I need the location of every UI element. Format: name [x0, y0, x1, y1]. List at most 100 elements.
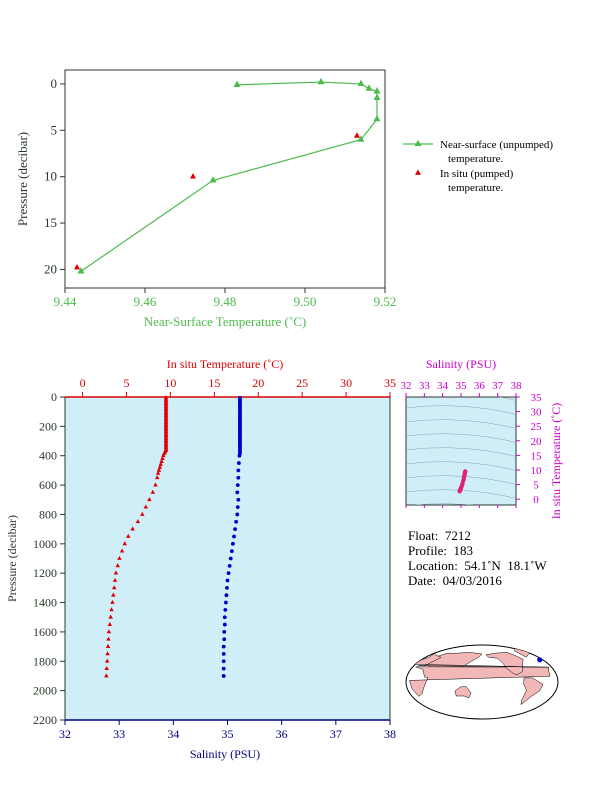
y-tick-label: 20	[44, 261, 57, 276]
salinity-point	[235, 483, 240, 487]
bottom-tick-label: 33	[113, 727, 125, 741]
temperature-point	[140, 511, 145, 516]
legend-marker-in-situ	[415, 169, 421, 175]
x-axis-label: Near-Surface Temperature (˚C)	[144, 314, 306, 329]
profile-chart: 0200400600800100012001400160018002000220…	[5, 357, 396, 761]
ts-x-tick-label: 36	[474, 380, 486, 392]
x-tick-label: 9.44	[54, 294, 77, 309]
salinity-point	[224, 593, 229, 598]
temperature-point	[104, 673, 109, 678]
y-tick-label: 400	[39, 449, 57, 463]
y-tick-label: 1200	[33, 566, 57, 580]
temperature-point	[147, 497, 152, 502]
salinity-point	[225, 578, 230, 583]
y-tick-label: 600	[39, 478, 57, 492]
temperature-point	[115, 563, 120, 568]
world-map	[405, 644, 559, 720]
salinity-point	[226, 571, 231, 576]
salinity-point	[236, 475, 241, 480]
ts-x-tick-label: 38	[511, 380, 523, 392]
salinity-point	[221, 644, 226, 649]
in-situ-point	[74, 264, 80, 270]
temperature-point	[161, 453, 166, 458]
x-tick-label: 9.52	[374, 294, 397, 309]
salinity-point	[234, 519, 239, 524]
temperature-point	[104, 658, 110, 663]
ts-y-axis-label: In situ Temperature (˚C)	[549, 403, 563, 520]
float-info: Float: 7212	[408, 528, 471, 543]
legend-label: Near-surface (unpumped)	[440, 139, 553, 151]
bottom-tick-label: 32	[59, 727, 71, 741]
temperature-point	[117, 555, 122, 560]
salinity-point	[233, 527, 237, 532]
bottom-tick-label: 36	[276, 727, 288, 741]
salinity-point	[235, 512, 240, 517]
temperature-point	[104, 665, 109, 670]
salinity-point	[223, 607, 228, 612]
map-landmass	[520, 677, 544, 706]
salinity-point	[227, 563, 232, 568]
location-info: Location: 54.1˚N 18.1˚W	[408, 558, 547, 573]
isopycnal-line	[386, 336, 546, 353]
near-surface-point	[357, 79, 365, 87]
y-axis-label: Pressure (decibar)	[15, 132, 30, 226]
salinity-point	[236, 461, 241, 465]
float-location-marker	[537, 657, 543, 663]
top-tick-label: 15	[208, 376, 220, 390]
salinity-point	[222, 637, 227, 642]
y-tick-label: 15	[44, 215, 57, 230]
temperature-point	[125, 533, 131, 538]
ts-y-tick-label: 20	[531, 436, 543, 448]
salinity-point	[225, 585, 229, 590]
salinity-point	[235, 505, 240, 510]
ts-y-tick-label: 15	[531, 450, 543, 462]
x-tick-label: 9.46	[134, 294, 157, 309]
x-tick-label: 9.48	[214, 294, 237, 309]
plot-background	[65, 397, 390, 720]
temperature-point	[106, 636, 111, 641]
near-surface-point	[77, 267, 85, 274]
temperature-point	[150, 489, 156, 494]
ts-x-tick-label: 37	[492, 380, 504, 392]
y-tick-label: 5	[51, 122, 58, 137]
ts-x-tick-label: 34	[437, 380, 449, 392]
y-tick-label: 1600	[33, 625, 57, 639]
near-surface-point	[373, 93, 381, 100]
ts-y-tick-label: 5	[533, 480, 539, 492]
salinity-point	[221, 659, 226, 664]
near-surface-legend: Near-surface (unpumped) temperature. In si…	[403, 139, 553, 194]
isopycnal-line	[406, 433, 516, 443]
temperature-point	[112, 577, 118, 582]
near-surface-chart: 9.44 9.46 9.48 9.50 9.52 0 5 10 15 20 Near-Surface…	[15, 69, 397, 329]
temperature-point	[157, 464, 163, 469]
top-tick-label: 20	[252, 376, 264, 390]
temperature-point	[130, 526, 135, 531]
top-tick-label: 35	[384, 376, 396, 390]
isopycnal-line	[406, 489, 516, 499]
bottom-axis-label: Salinity (PSU)	[190, 747, 260, 761]
temperature-point	[111, 585, 117, 590]
near-surface-point	[317, 77, 325, 85]
top-tick-label: 5	[123, 376, 129, 390]
y-tick-label: 1400	[33, 596, 57, 610]
bottom-tick-label: 38	[384, 727, 396, 741]
top-tick-label: 25	[296, 376, 308, 390]
bottom-tick-label: 37	[330, 727, 342, 741]
temperature-point	[110, 599, 115, 604]
legend-label: temperature.	[448, 153, 504, 165]
temperature-point	[106, 629, 112, 634]
temperature-point	[160, 455, 165, 461]
salinity-point	[221, 652, 226, 656]
map-landmass	[485, 652, 524, 676]
ts-point	[457, 489, 462, 494]
isopycnal-line	[386, 322, 546, 339]
isopycnal-line	[406, 405, 516, 415]
temperature-point	[107, 621, 113, 626]
map-land-group	[409, 648, 551, 706]
ts-y-tick-label: 25	[531, 421, 543, 433]
near-surface-point	[209, 176, 217, 183]
ts-x-tick-label: 32	[401, 380, 412, 392]
isopycnal-line	[386, 308, 546, 325]
ts-y-tick-label: 35	[531, 392, 543, 404]
